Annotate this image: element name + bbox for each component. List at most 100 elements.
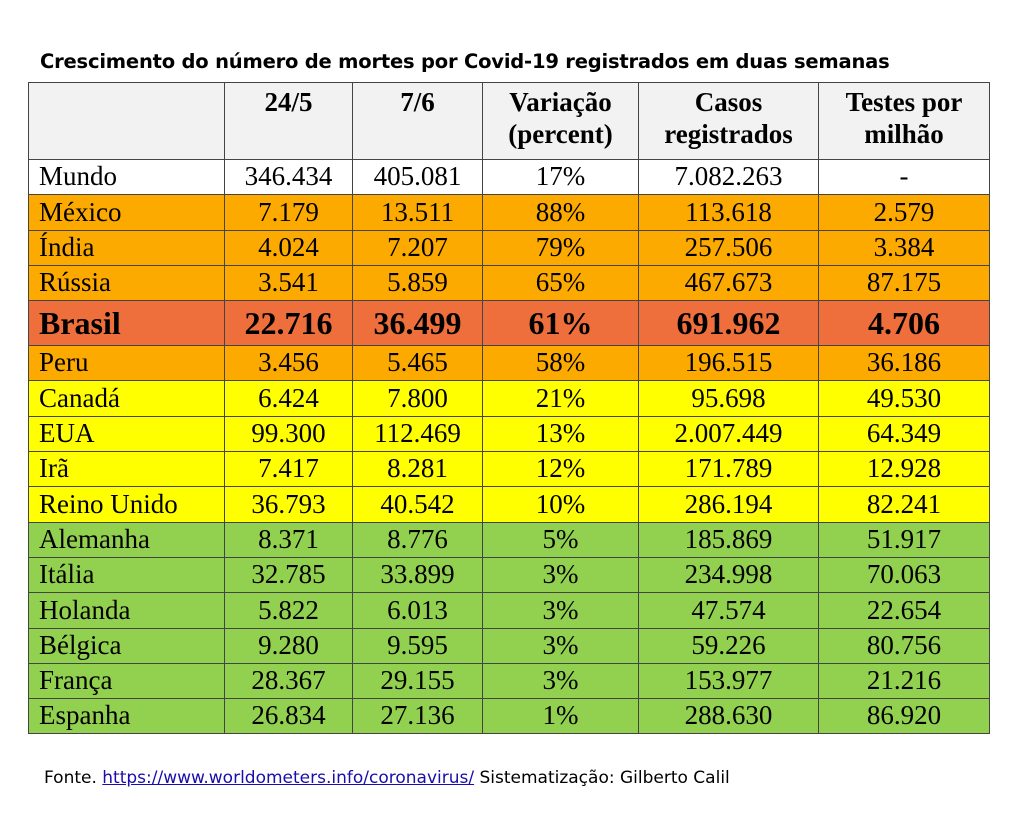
deaths-7-6-cell: 8.776 (352, 521, 483, 558)
variation-cell: 5% (482, 521, 639, 558)
table-row: Holanda 5.822 6.013 3% 47.574 22.654 (28, 592, 990, 629)
table-row: Reino Unido 36.793 40.542 10% 286.194 82.241 (28, 486, 990, 523)
cases-cell: 234.998 (638, 556, 819, 594)
cases-cell: 691.962 (638, 300, 819, 347)
deaths-24-5-cell: 4.024 (224, 229, 353, 266)
cases-cell: 47.574 (638, 592, 819, 629)
variation-cell: 17% (482, 158, 639, 196)
source-credit: Sistematização: Gilberto Calil (474, 768, 730, 788)
header-date-7-6: 7/6 (352, 82, 483, 160)
table-row: Espanha 26.834 27.136 1% 288.630 86.920 (28, 698, 990, 735)
source-link[interactable]: https://www.worldometers.info/coronaviru… (102, 768, 475, 788)
tests-cell: 87.175 (818, 264, 990, 302)
cases-cell: 467.673 (638, 264, 819, 302)
country-cell: França (28, 662, 225, 700)
tests-cell: 2.579 (818, 194, 990, 231)
deaths-7-6-cell: 9.595 (352, 627, 483, 664)
tests-cell: 51.917 (818, 521, 990, 558)
country-cell: Brasil (28, 300, 225, 347)
tests-cell: 12.928 (818, 451, 990, 488)
table-row: Índia 4.024 7.207 79% 257.506 3.384 (28, 229, 990, 266)
table-row: Bélgica 9.280 9.595 3% 59.226 80.756 (28, 627, 990, 664)
header-cases: Casos registrados (638, 82, 819, 160)
deaths-7-6-cell: 5.465 (352, 345, 483, 382)
covid-deaths-table: 24/5 7/6 Variação (percent) Casos regist… (28, 82, 990, 735)
country-cell: Bélgica (28, 627, 225, 664)
country-cell: Rússia (28, 264, 225, 302)
deaths-24-5-cell: 32.785 (224, 556, 353, 594)
variation-cell: 10% (482, 486, 639, 523)
country-cell: Reino Unido (28, 486, 225, 523)
tests-cell: 4.706 (818, 300, 990, 347)
tests-cell: 82.241 (818, 486, 990, 523)
variation-cell: 3% (482, 627, 639, 664)
variation-cell: 79% (482, 229, 639, 266)
tests-cell: 49.530 (818, 380, 990, 417)
country-cell: Índia (28, 229, 225, 266)
table-title: Crescimento do número de mortes por Covi… (40, 50, 890, 73)
variation-cell: 61% (482, 300, 639, 347)
deaths-24-5-cell: 7.179 (224, 194, 353, 231)
deaths-7-6-cell: 6.013 (352, 592, 483, 629)
country-cell: Peru (28, 345, 225, 382)
table-row: Irã 7.417 8.281 12% 171.789 12.928 (28, 451, 990, 488)
table-row: França 28.367 29.155 3% 153.977 21.216 (28, 662, 990, 700)
deaths-24-5-cell: 99.300 (224, 415, 353, 453)
variation-cell: 3% (482, 592, 639, 629)
tests-cell: 3.384 (818, 229, 990, 266)
country-cell: EUA (28, 415, 225, 453)
tests-cell: 21.216 (818, 662, 990, 700)
deaths-24-5-cell: 36.793 (224, 486, 353, 523)
country-cell: Espanha (28, 698, 225, 735)
tests-cell: 70.063 (818, 556, 990, 594)
variation-cell: 65% (482, 264, 639, 302)
deaths-24-5-cell: 346.434 (224, 158, 353, 196)
cases-cell: 113.618 (638, 194, 819, 231)
variation-cell: 58% (482, 345, 639, 382)
country-cell: Irã (28, 451, 225, 488)
source-footer: Fonte. https://www.worldometers.info/cor… (44, 768, 730, 788)
cases-cell: 95.698 (638, 380, 819, 417)
deaths-24-5-cell: 26.834 (224, 698, 353, 735)
deaths-7-6-cell: 27.136 (352, 698, 483, 735)
country-cell: Alemanha (28, 521, 225, 558)
tests-cell: 22.654 (818, 592, 990, 629)
country-cell: Mundo (28, 158, 225, 196)
cases-cell: 171.789 (638, 451, 819, 488)
deaths-7-6-cell: 40.542 (352, 486, 483, 523)
deaths-7-6-cell: 36.499 (352, 300, 483, 347)
table-row: Itália 32.785 33.899 3% 234.998 70.063 (28, 556, 990, 594)
tests-cell: 86.920 (818, 698, 990, 735)
deaths-7-6-cell: 13.511 (352, 194, 483, 231)
country-cell: Holanda (28, 592, 225, 629)
table-row: Brasil 22.716 36.499 61% 691.962 4.706 (28, 300, 990, 347)
tests-cell: 64.349 (818, 415, 990, 453)
table-row: Canadá 6.424 7.800 21% 95.698 49.530 (28, 380, 990, 417)
cases-cell: 288.630 (638, 698, 819, 735)
cases-cell: 257.506 (638, 229, 819, 266)
header-variation: Variação (percent) (482, 82, 639, 160)
cases-cell: 59.226 (638, 627, 819, 664)
cases-cell: 2.007.449 (638, 415, 819, 453)
cases-cell: 196.515 (638, 345, 819, 382)
cases-cell: 185.869 (638, 521, 819, 558)
deaths-24-5-cell: 22.716 (224, 300, 353, 347)
tests-cell: - (818, 158, 990, 196)
deaths-7-6-cell: 405.081 (352, 158, 483, 196)
tests-cell: 80.756 (818, 627, 990, 664)
deaths-7-6-cell: 29.155 (352, 662, 483, 700)
cases-cell: 153.977 (638, 662, 819, 700)
header-row: 24/5 7/6 Variação (percent) Casos regist… (28, 82, 990, 160)
cases-cell: 7.082.263 (638, 158, 819, 196)
deaths-24-5-cell: 28.367 (224, 662, 353, 700)
deaths-24-5-cell: 3.456 (224, 345, 353, 382)
deaths-7-6-cell: 7.800 (352, 380, 483, 417)
deaths-24-5-cell: 3.541 (224, 264, 353, 302)
deaths-24-5-cell: 9.280 (224, 627, 353, 664)
cases-cell: 286.194 (638, 486, 819, 523)
table-row: EUA 99.300 112.469 13% 2.007.449 64.349 (28, 415, 990, 453)
deaths-7-6-cell: 7.207 (352, 229, 483, 266)
deaths-7-6-cell: 112.469 (352, 415, 483, 453)
variation-cell: 12% (482, 451, 639, 488)
country-cell: Canadá (28, 380, 225, 417)
